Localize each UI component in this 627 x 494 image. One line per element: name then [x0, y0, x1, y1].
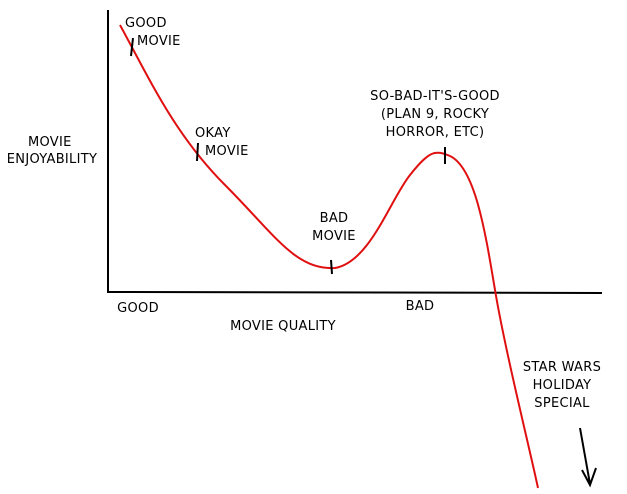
- x-axis-label: MOVIE QUALITY: [230, 319, 336, 334]
- annotation-line: MOVIE: [137, 34, 181, 49]
- annotation-line: HOLIDAY: [533, 378, 592, 393]
- annotation-line: MOVIE: [312, 229, 356, 244]
- curve-ticks: [130, 37, 446, 275]
- annotation-line: (PLAN 9, ROCKY: [381, 107, 489, 122]
- annotation-line: STAR WARS: [523, 360, 601, 375]
- annotation-line: SO-BAD-IT'S-GOOD: [370, 89, 500, 104]
- x-axis: [107, 291, 603, 294]
- annotation-line: OKAY: [195, 126, 231, 141]
- annotation-line: BAD: [320, 211, 349, 226]
- annotation: STAR WARS HOLIDAY SPECIAL: [523, 360, 601, 411]
- x-right-label: BAD: [406, 299, 435, 314]
- annotation: SO-BAD-IT'S-GOOD (PLAN 9, ROCKY HORROR, ET…: [370, 89, 500, 140]
- curve: [119, 24, 539, 489]
- arrow: [579, 427, 597, 488]
- annotation-line: MOVIE: [205, 144, 249, 159]
- y-axis-label: MOVIE ENJOYABILITY: [7, 135, 97, 167]
- x-left-label: GOOD: [117, 301, 159, 316]
- annotation-line: HORROR, ETC): [386, 125, 485, 140]
- annotation: GOOD MOVIE: [125, 16, 181, 49]
- annotation: OKAY MOVIE: [195, 126, 249, 159]
- annotation: BAD MOVIE: [312, 211, 356, 244]
- annotations: GOOD MOVIE OKAY MOVIE BAD MOVIE SO-BAD-IT'S-GO…: [125, 16, 601, 411]
- label-line: ENJOYABILITY: [7, 152, 97, 167]
- annotation-line: SPECIAL: [534, 396, 590, 411]
- annotation-line: GOOD: [125, 16, 167, 31]
- label-line: MOVIE: [28, 135, 72, 150]
